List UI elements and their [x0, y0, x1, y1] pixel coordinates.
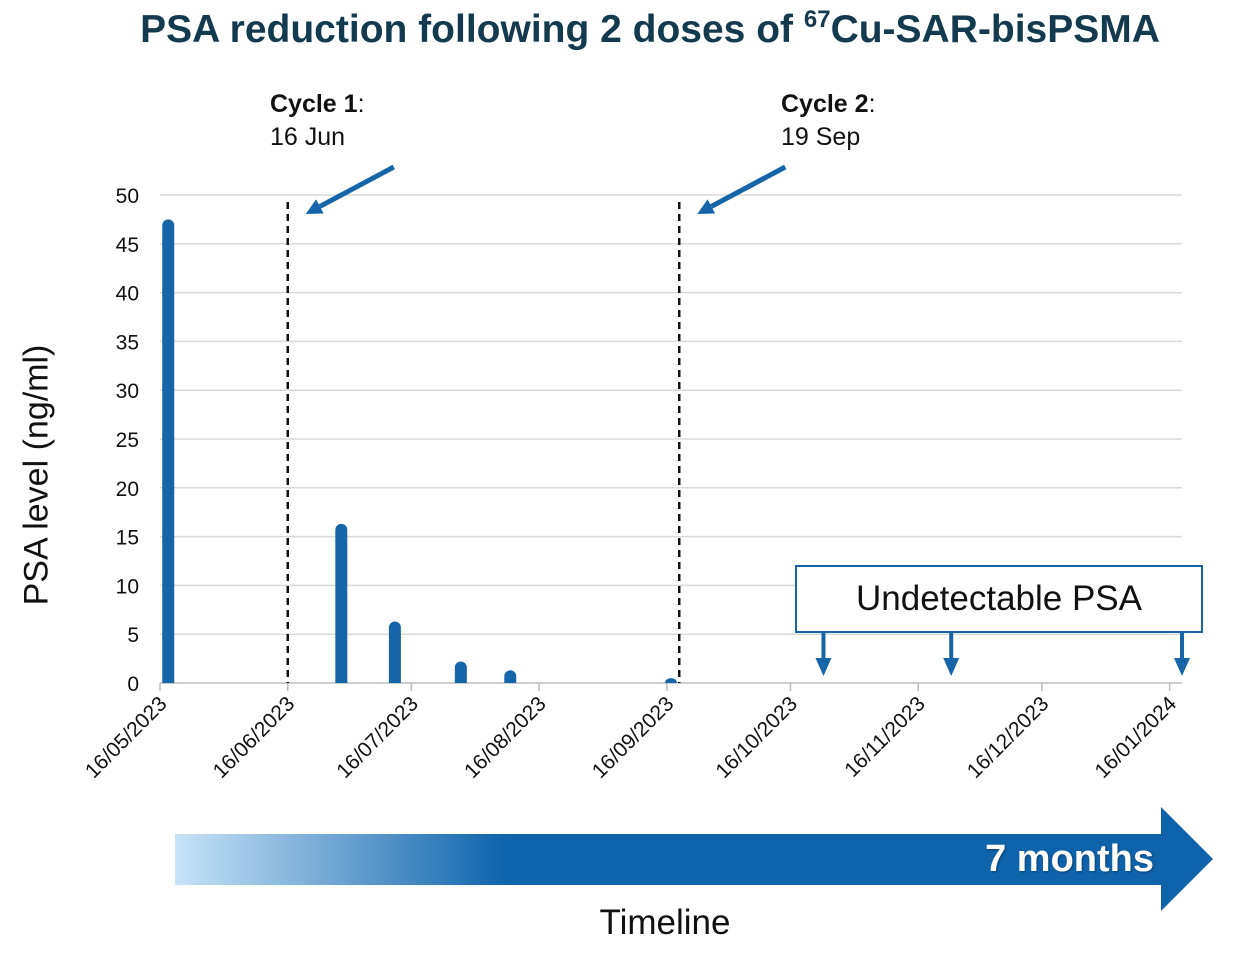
y-tick-label: 15	[116, 527, 139, 550]
x-tick-label: 16/12/2023	[963, 692, 1054, 783]
timeline-arrow	[175, 807, 1213, 911]
cycle2-date: 19 Sep	[781, 123, 861, 151]
dose-lines	[286, 202, 681, 683]
y-axis-label: PSA level (ng/ml)	[17, 344, 56, 606]
y-tick-label: 0	[127, 673, 139, 696]
data-bars	[162, 219, 677, 683]
cycle1-annotation: Cycle 1: 16 Jun	[270, 88, 365, 154]
cycle1-label: Cycle 1	[270, 90, 358, 118]
undetectable-arrow-3	[1174, 633, 1190, 676]
y-tick-label: 20	[116, 478, 139, 501]
x-axis: 16/05/2023 16/06/2023 16/07/2023 16/08/2023…	[81, 683, 1181, 783]
y-tick-label: 5	[127, 624, 139, 647]
x-tick-label: 16/10/2023	[711, 692, 802, 783]
x-tick-label: 16/09/2023	[588, 692, 679, 783]
x-tick-label: 16/06/2023	[209, 692, 300, 783]
chart-title: PSA reduction following 2 doses of 67Cu-…	[0, 6, 1240, 52]
x-tick-label: 16/07/2023	[332, 692, 423, 783]
y-tick-label: 45	[116, 234, 139, 257]
undetectable-arrow-head	[1174, 658, 1190, 676]
cycle-2-pointer-arrow	[697, 164, 787, 214]
cycle-2-pointer-arrow-head	[697, 199, 716, 214]
cycle2-annotation: Cycle 2: 19 Sep	[781, 88, 876, 154]
y-tick-labels: 0 5 10 15 20 25 30 35 40 45 50	[116, 185, 139, 696]
psa-bar-4	[454, 661, 467, 683]
cycle-2-pointer-arrow-shaft	[710, 164, 787, 209]
y-tick-label: 30	[116, 380, 139, 403]
cycle1-colon: :	[357, 90, 365, 118]
undetectable-psa-box: Undetectable PSA	[795, 565, 1203, 633]
cycle-1-pointer-arrow-head	[305, 199, 324, 214]
cycle1-date: 16 Jun	[270, 123, 346, 151]
x-tick-label: 16/11/2023	[840, 692, 929, 781]
y-tick-label: 40	[116, 283, 139, 306]
undetectable-arrow-2	[943, 633, 960, 676]
psa-bar-5	[504, 670, 517, 683]
title-main: PSA reduction following 2 doses of	[140, 8, 804, 51]
timeline-label: Timeline	[599, 903, 731, 942]
psa-bar-3	[388, 621, 401, 683]
y-tick-label: 35	[116, 331, 139, 354]
cycle-1-pointer-arrow-shaft	[318, 164, 395, 209]
title-superscript: 67	[803, 6, 831, 33]
pointer-arrows	[305, 164, 1190, 676]
x-tick-label: 16/01/2024	[1091, 692, 1182, 783]
psa-bar-2	[335, 523, 348, 683]
cycle2-colon: :	[868, 90, 876, 118]
timeline-gradient-arrow	[175, 807, 1213, 911]
cycle2-label: Cycle 2	[781, 90, 869, 118]
undetectable-arrow-head	[943, 658, 960, 676]
title-rest: Cu-SAR-bisPSMA	[830, 8, 1160, 51]
x-tick-label: 16/05/2023	[81, 692, 172, 783]
y-tick-label: 50	[116, 185, 139, 208]
undetectable-arrow-1	[815, 633, 832, 676]
x-tick-label: 16/08/2023	[460, 692, 551, 783]
psa-bar-1	[162, 219, 175, 683]
timeline-duration-label: 7 months	[985, 838, 1154, 880]
cycle-1-pointer-arrow	[305, 164, 395, 214]
undetectable-arrow-head	[815, 658, 832, 676]
psa-bar-6	[665, 678, 677, 683]
y-tick-label: 10	[116, 575, 139, 598]
y-tick-label: 25	[116, 429, 139, 452]
